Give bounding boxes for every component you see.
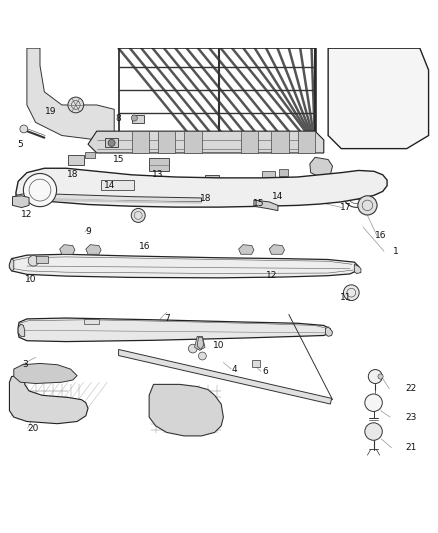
Polygon shape (269, 245, 285, 254)
Polygon shape (297, 131, 315, 153)
Text: 14: 14 (272, 192, 284, 201)
Polygon shape (184, 131, 201, 153)
Text: 12: 12 (21, 209, 32, 219)
Text: 17: 17 (340, 203, 351, 212)
Polygon shape (241, 131, 258, 153)
Polygon shape (84, 319, 99, 324)
Polygon shape (262, 171, 275, 179)
Text: 9: 9 (85, 227, 91, 236)
Polygon shape (27, 48, 114, 140)
Circle shape (365, 423, 382, 440)
Polygon shape (325, 327, 332, 336)
Text: 16: 16 (139, 243, 151, 252)
Polygon shape (310, 157, 332, 177)
Text: 18: 18 (67, 171, 78, 179)
Polygon shape (12, 196, 29, 207)
Text: 3: 3 (22, 360, 28, 369)
Text: 5: 5 (18, 140, 23, 149)
Circle shape (28, 256, 39, 266)
Polygon shape (60, 245, 75, 254)
Circle shape (368, 369, 382, 384)
Polygon shape (14, 193, 201, 202)
Text: 22: 22 (406, 384, 417, 393)
Polygon shape (328, 48, 428, 149)
Polygon shape (149, 158, 169, 171)
Text: 7: 7 (164, 314, 170, 324)
Polygon shape (88, 131, 324, 153)
Polygon shape (149, 384, 223, 436)
Polygon shape (16, 168, 387, 207)
Polygon shape (10, 376, 88, 424)
Polygon shape (119, 350, 332, 404)
Polygon shape (239, 245, 254, 254)
Polygon shape (158, 131, 175, 153)
Circle shape (343, 285, 359, 301)
Polygon shape (272, 131, 289, 153)
Polygon shape (85, 152, 95, 158)
Polygon shape (10, 259, 14, 271)
Polygon shape (252, 360, 261, 367)
Polygon shape (354, 264, 361, 273)
Circle shape (20, 125, 28, 133)
Text: 16: 16 (375, 231, 386, 240)
Circle shape (378, 374, 383, 379)
Circle shape (198, 352, 206, 360)
Text: 19: 19 (45, 107, 57, 116)
Polygon shape (18, 198, 201, 204)
Circle shape (108, 140, 115, 147)
Polygon shape (279, 169, 288, 176)
Text: 14: 14 (104, 181, 116, 190)
Circle shape (365, 394, 382, 411)
Text: 1: 1 (393, 247, 399, 256)
Polygon shape (68, 155, 84, 165)
Text: 10: 10 (25, 275, 36, 284)
Text: 15: 15 (253, 199, 264, 208)
Text: 18: 18 (200, 195, 212, 203)
Polygon shape (254, 200, 278, 211)
Polygon shape (18, 318, 330, 342)
Polygon shape (36, 256, 48, 263)
Polygon shape (101, 181, 134, 190)
Polygon shape (86, 245, 101, 254)
Text: 6: 6 (262, 367, 268, 376)
Polygon shape (205, 175, 219, 184)
Text: 11: 11 (340, 293, 351, 302)
Text: 10: 10 (213, 341, 225, 350)
Circle shape (188, 344, 197, 353)
Text: 8: 8 (116, 114, 121, 123)
Circle shape (68, 97, 84, 113)
Polygon shape (18, 324, 25, 336)
Polygon shape (132, 115, 144, 123)
Polygon shape (10, 254, 359, 278)
Text: 12: 12 (266, 271, 277, 280)
Text: 21: 21 (406, 443, 417, 452)
Circle shape (23, 174, 57, 207)
Text: 20: 20 (28, 424, 39, 433)
Text: 23: 23 (406, 413, 417, 422)
Text: 4: 4 (231, 365, 237, 374)
Text: 13: 13 (152, 171, 164, 179)
Polygon shape (194, 336, 205, 350)
Polygon shape (106, 138, 118, 147)
Circle shape (358, 196, 377, 215)
Polygon shape (132, 131, 149, 153)
Polygon shape (14, 364, 77, 384)
Text: 15: 15 (113, 155, 124, 164)
Circle shape (131, 208, 145, 222)
Polygon shape (197, 337, 204, 350)
Circle shape (131, 115, 138, 121)
